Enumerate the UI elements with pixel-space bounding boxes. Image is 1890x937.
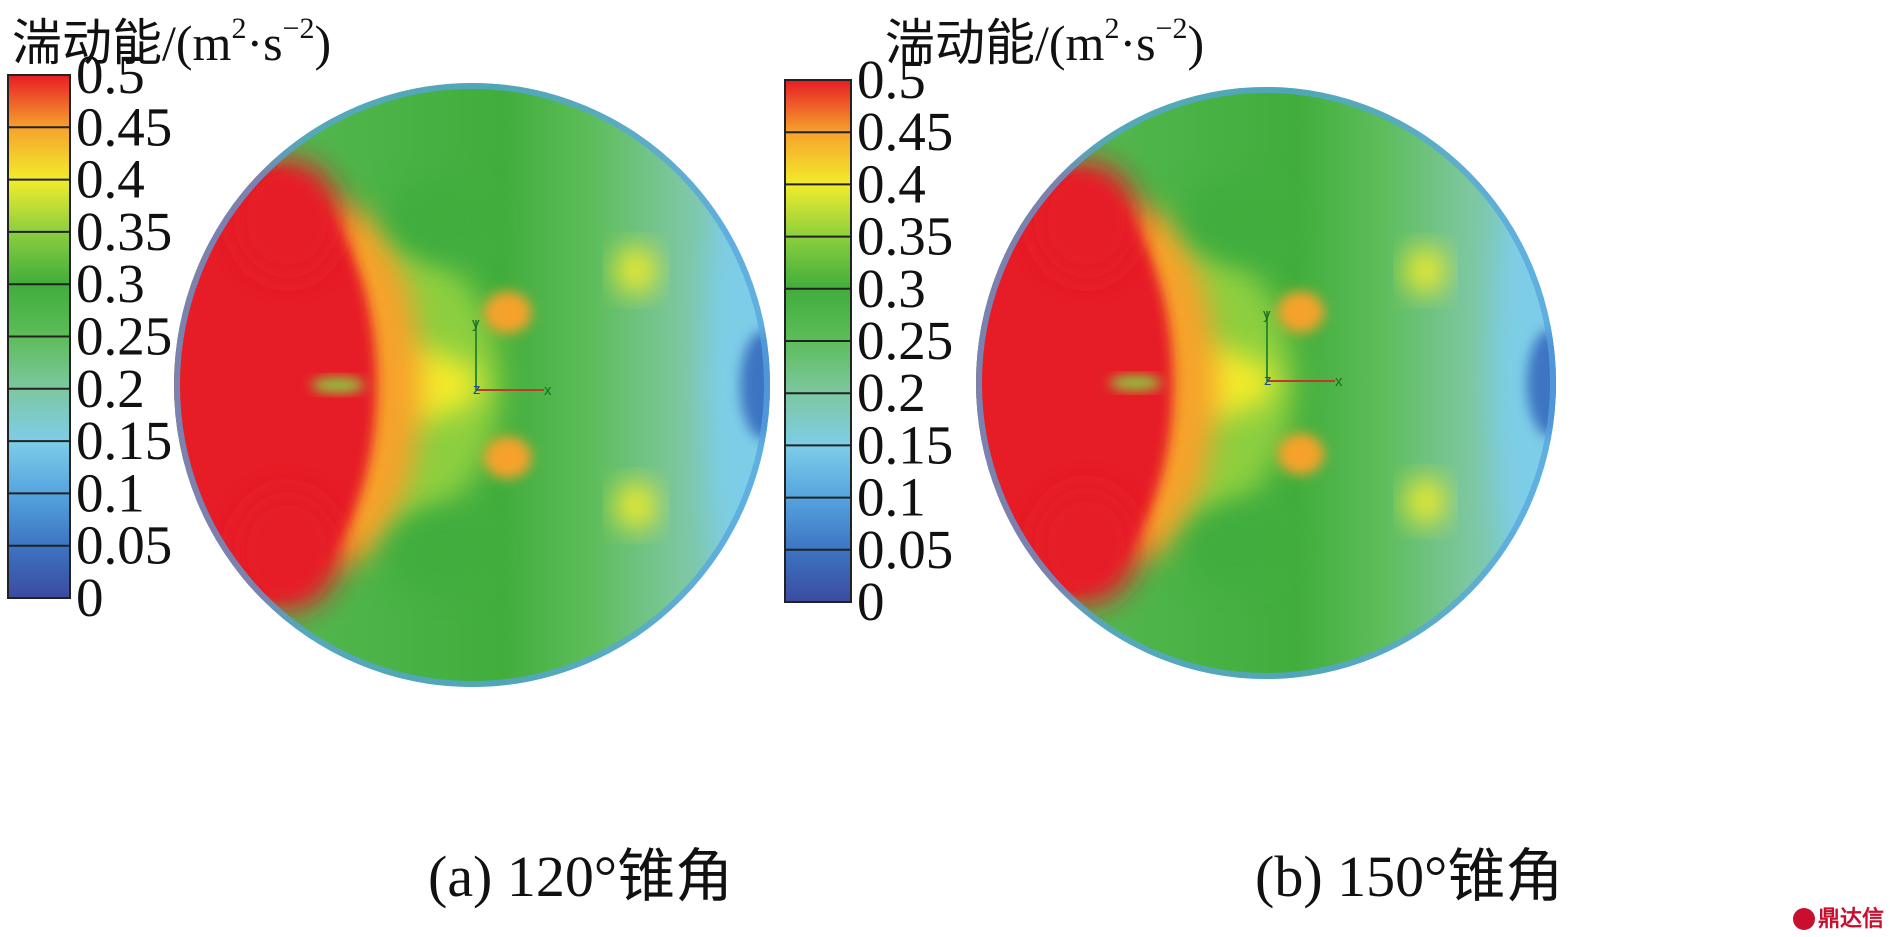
colorbar-tick-label: 0.15 (857, 414, 953, 475)
contour-rim (174, 83, 770, 687)
colorbar-band (785, 445, 851, 498)
colorbar-tick-label: 0.05 (857, 519, 953, 580)
colorbar-band (8, 336, 70, 389)
panel-a: 湍动能/(m2·s−2) 0.5 0.45 0.4 0.35 0.3 0.25 0.2 0.1… (7, 12, 770, 909)
colorbar-title: 湍动能/(m2·s−2) (885, 12, 1205, 71)
y-axis-label: y (472, 315, 480, 332)
colorbar-tick-label: 0.4 (857, 153, 926, 214)
colorbar-band (8, 441, 70, 494)
colorbar-band (785, 184, 851, 237)
heatmap-svg: 0.50.450.40.350.30.250.20.150.10.050 y z x (784, 49, 1556, 679)
colorbar-tick-label: 0 (857, 571, 885, 632)
colorbar-tick-label: 0.45 (76, 96, 172, 157)
coordinate-triad: y z x (1263, 306, 1343, 390)
contour-blob (615, 246, 657, 295)
contour-blob (1405, 477, 1446, 526)
contour-disc (174, 83, 770, 687)
colorbar-tick-label: 0.25 (857, 310, 953, 371)
colorbar-band (8, 179, 70, 232)
colorbar-tick-label: 0.4 (76, 149, 145, 210)
contour-streak (311, 377, 365, 393)
contour-streak (1109, 375, 1162, 391)
colorbar-tick-label: 0.5 (857, 49, 926, 110)
colorbar-tick-label: 0.2 (76, 358, 145, 419)
colorbar-band (785, 497, 851, 550)
colorbar: 0.50.450.40.350.30.250.20.150.10.050 (7, 44, 172, 628)
x-axis-label: x (1335, 373, 1343, 390)
contour-blob (1277, 433, 1324, 475)
coordinate-triad: y z x (472, 315, 552, 399)
colorbar-band (8, 284, 70, 337)
colorbar-tick-label: 0.1 (857, 467, 926, 528)
contour-rim (976, 87, 1556, 679)
colorbar-tick-label: 0.35 (857, 206, 953, 267)
colorbar-tick-label: 0.35 (76, 201, 172, 262)
colorbar-band (8, 388, 70, 442)
colorbar-band (8, 545, 70, 598)
panel-b: 湍动能/(m2·s−2) 0.5 0.45 0.4 0.35 0.3 0.25 0.2 0.1… (784, 0, 1890, 937)
colorbar-tick-label: 0.05 (76, 515, 172, 576)
colorbar-band (785, 393, 851, 446)
contour-disc (976, 87, 1556, 679)
contour-blob (233, 158, 341, 280)
colorbar-tick-label: 0.3 (76, 253, 145, 314)
heatmap-svg: 0.50.450.40.350.30.250.20.150.10.050 y z x (7, 44, 770, 687)
y-axis-label: y (1263, 306, 1271, 323)
colorbar-tick-label: 0.5 (76, 44, 145, 105)
colorbar-band (8, 493, 70, 546)
contour-blob (1034, 486, 1139, 605)
contour-blob (1277, 291, 1324, 333)
contour-blob (615, 481, 657, 530)
contour-blob (1184, 178, 1290, 262)
caption: (b) 150°锥角 (1255, 844, 1564, 909)
watermark: 鼎达信 (1792, 908, 1884, 931)
colorbar-band (785, 341, 851, 394)
contour-blob (483, 436, 532, 479)
colorbar-band (785, 132, 851, 185)
colorbar-band (785, 80, 851, 133)
colorbar-tick-label: 0.3 (857, 258, 926, 319)
colorbar-band (785, 288, 851, 341)
contour-blob (233, 490, 341, 612)
colorbar-band (8, 127, 70, 180)
colorbar: 0.50.450.40.350.30.250.20.150.10.050 (784, 49, 953, 632)
colorbar-tick-label: 0.25 (76, 306, 172, 367)
colorbar-tick-label: 0.45 (857, 101, 953, 162)
x-axis-label: x (544, 382, 552, 399)
z-axis-label: z (1264, 372, 1272, 389)
colorbar-band (785, 549, 851, 602)
contour-blob (1034, 161, 1139, 280)
colorbar-tick-label: 0 (76, 567, 104, 628)
contour-blob (483, 291, 532, 334)
caption: (a) 120°锥角 (428, 844, 734, 909)
colorbar-band (785, 236, 851, 289)
watermark-logo-icon (1792, 908, 1815, 930)
colorbar-tick-label: 0.2 (857, 362, 926, 423)
contour-blob (388, 176, 496, 262)
z-axis-label: z (473, 381, 481, 398)
contour-blob (388, 508, 496, 594)
contour-blob (1184, 504, 1290, 588)
contour-blob (1405, 246, 1446, 295)
colorbar-band (8, 75, 70, 128)
colorbar-tick-label: 0.15 (76, 410, 172, 471)
colorbar-band (8, 231, 70, 285)
colorbar-title: 湍动能/(m2·s−2) (12, 12, 332, 71)
colorbar-tick-label: 0.1 (76, 462, 145, 523)
